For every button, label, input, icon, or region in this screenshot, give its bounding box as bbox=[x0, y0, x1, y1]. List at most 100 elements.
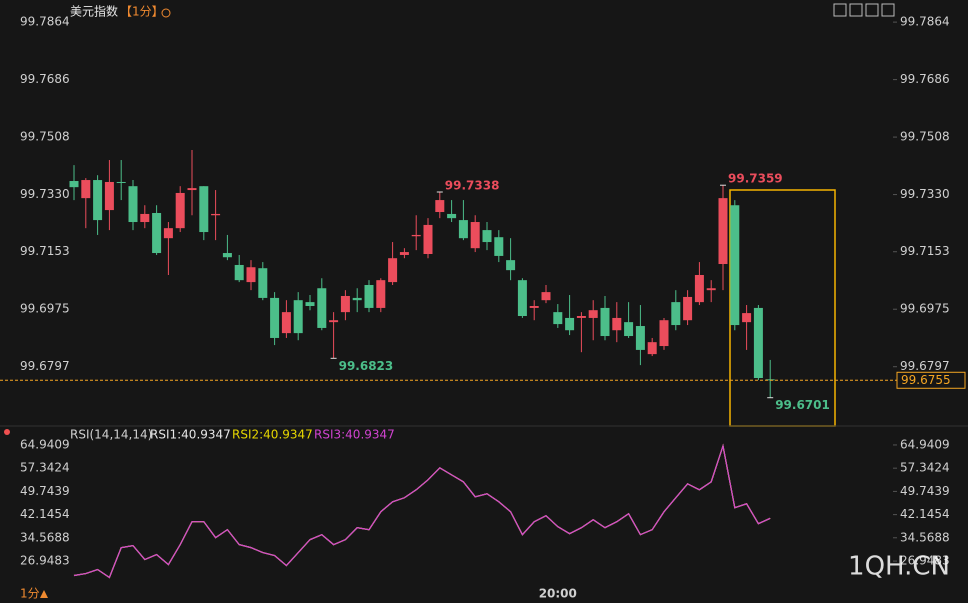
add-icon[interactable] bbox=[161, 8, 171, 18]
candle-body bbox=[187, 188, 197, 191]
y-tick-label: 99.7508 bbox=[20, 130, 70, 144]
y-tick-label-right: 26.9483 bbox=[900, 554, 950, 568]
candle-body bbox=[293, 300, 303, 334]
candle-body bbox=[352, 297, 362, 301]
rsi-icon bbox=[4, 429, 10, 435]
candle-body bbox=[730, 205, 740, 326]
y-tick-label: 64.9409 bbox=[20, 437, 70, 451]
toolbar bbox=[833, 3, 895, 17]
y-tick-label: 99.7330 bbox=[20, 187, 70, 201]
y-tick-label-right: 99.7686 bbox=[900, 72, 950, 86]
y-tick-label: 99.7686 bbox=[20, 72, 70, 86]
y-tick-label: 99.6797 bbox=[20, 359, 70, 373]
candle-body bbox=[588, 310, 598, 318]
candle-body bbox=[718, 198, 728, 265]
period-arrow[interactable] bbox=[40, 590, 48, 598]
period-label: 1分 bbox=[20, 587, 40, 601]
candle-body bbox=[423, 224, 433, 254]
y-tick-label: 99.7864 bbox=[20, 15, 70, 29]
y-tick-label-right: 64.9409 bbox=[900, 437, 950, 451]
candle-body bbox=[694, 274, 704, 303]
candle-body bbox=[600, 307, 610, 337]
candle-body bbox=[612, 317, 622, 331]
candle-body bbox=[281, 312, 291, 334]
candle-body bbox=[258, 268, 268, 298]
candle-body bbox=[211, 213, 221, 216]
candle-body bbox=[163, 228, 173, 239]
candle-body bbox=[529, 305, 539, 308]
high-label: 99.7338 bbox=[445, 178, 500, 192]
rsi-line bbox=[73, 443, 771, 579]
last-price-box bbox=[896, 371, 966, 389]
candle-body bbox=[576, 316, 586, 318]
tool-button[interactable] bbox=[849, 3, 863, 17]
y-tick-label: 99.6975 bbox=[20, 302, 70, 316]
y-tick-label: 42.1454 bbox=[20, 507, 70, 521]
candle-body bbox=[399, 252, 409, 255]
rsi-title: RSI(14,14,14) bbox=[70, 428, 152, 442]
candle-body bbox=[69, 181, 79, 188]
candle-body bbox=[222, 253, 232, 258]
candle-body bbox=[116, 181, 126, 183]
candle-body bbox=[81, 180, 91, 199]
candle-body bbox=[364, 285, 374, 308]
tool-button[interactable] bbox=[833, 3, 847, 17]
candle-body bbox=[199, 186, 209, 233]
candle-body bbox=[517, 280, 527, 317]
legend-entry: RSI2:40.9347 bbox=[232, 428, 313, 442]
y-tick-label-right: 42.1454 bbox=[900, 507, 950, 521]
candle-body bbox=[388, 258, 398, 283]
candle-body bbox=[742, 313, 752, 323]
candle-body bbox=[270, 297, 280, 338]
candle-body bbox=[376, 280, 386, 308]
candle-body bbox=[435, 200, 445, 213]
candle-body bbox=[706, 288, 716, 291]
y-tick-label: 26.9483 bbox=[20, 554, 70, 568]
y-tick-label-right: 99.7508 bbox=[900, 130, 950, 144]
last-price-label: 99.6755 bbox=[901, 373, 951, 387]
tool-button[interactable] bbox=[881, 3, 895, 17]
candle-body bbox=[234, 264, 244, 281]
tool-button[interactable] bbox=[865, 3, 879, 17]
chart-title: 美元指数 bbox=[70, 4, 118, 19]
legend-entry: RSI3:40.9347 bbox=[314, 428, 395, 442]
y-tick-label-right: 99.6975 bbox=[900, 302, 950, 316]
candle-body bbox=[482, 230, 492, 243]
y-tick-label-right: 99.7864 bbox=[900, 15, 950, 29]
y-tick-label-right: 57.3424 bbox=[900, 461, 950, 475]
candle-body bbox=[659, 320, 669, 347]
candle-body bbox=[506, 260, 516, 271]
candle-body bbox=[624, 322, 634, 337]
candle-body bbox=[104, 181, 114, 211]
candle-body bbox=[329, 320, 339, 323]
candle-body bbox=[635, 326, 645, 350]
candle-body bbox=[541, 292, 551, 301]
candle-body bbox=[683, 296, 693, 321]
low-label: 99.6701 bbox=[775, 398, 830, 412]
y-tick-label-right: 34.5688 bbox=[900, 530, 950, 544]
candle-body bbox=[317, 288, 327, 328]
y-tick-label: 57.3424 bbox=[20, 461, 70, 475]
high-label: 99.7359 bbox=[728, 172, 783, 186]
x-tick-label: 20:00 bbox=[539, 587, 577, 601]
candle-body bbox=[411, 234, 421, 237]
candle-body bbox=[152, 212, 162, 254]
candle-body bbox=[753, 307, 763, 379]
y-tick-label-right: 99.6797 bbox=[900, 359, 950, 373]
candle-body bbox=[553, 312, 563, 325]
candle-body bbox=[671, 302, 681, 326]
candle-body bbox=[470, 222, 480, 249]
candle-body bbox=[647, 342, 657, 355]
candle-body bbox=[305, 302, 315, 306]
period: 【1分】 bbox=[120, 5, 164, 19]
watermark: 1QH.CN bbox=[848, 552, 950, 582]
candle-body bbox=[447, 213, 457, 219]
candle-body bbox=[93, 180, 103, 221]
y-tick-label: 99.7153 bbox=[20, 244, 70, 258]
y-tick-label: 49.7439 bbox=[20, 484, 70, 498]
y-tick-label: 34.5688 bbox=[20, 530, 70, 544]
candle-body bbox=[140, 213, 150, 223]
